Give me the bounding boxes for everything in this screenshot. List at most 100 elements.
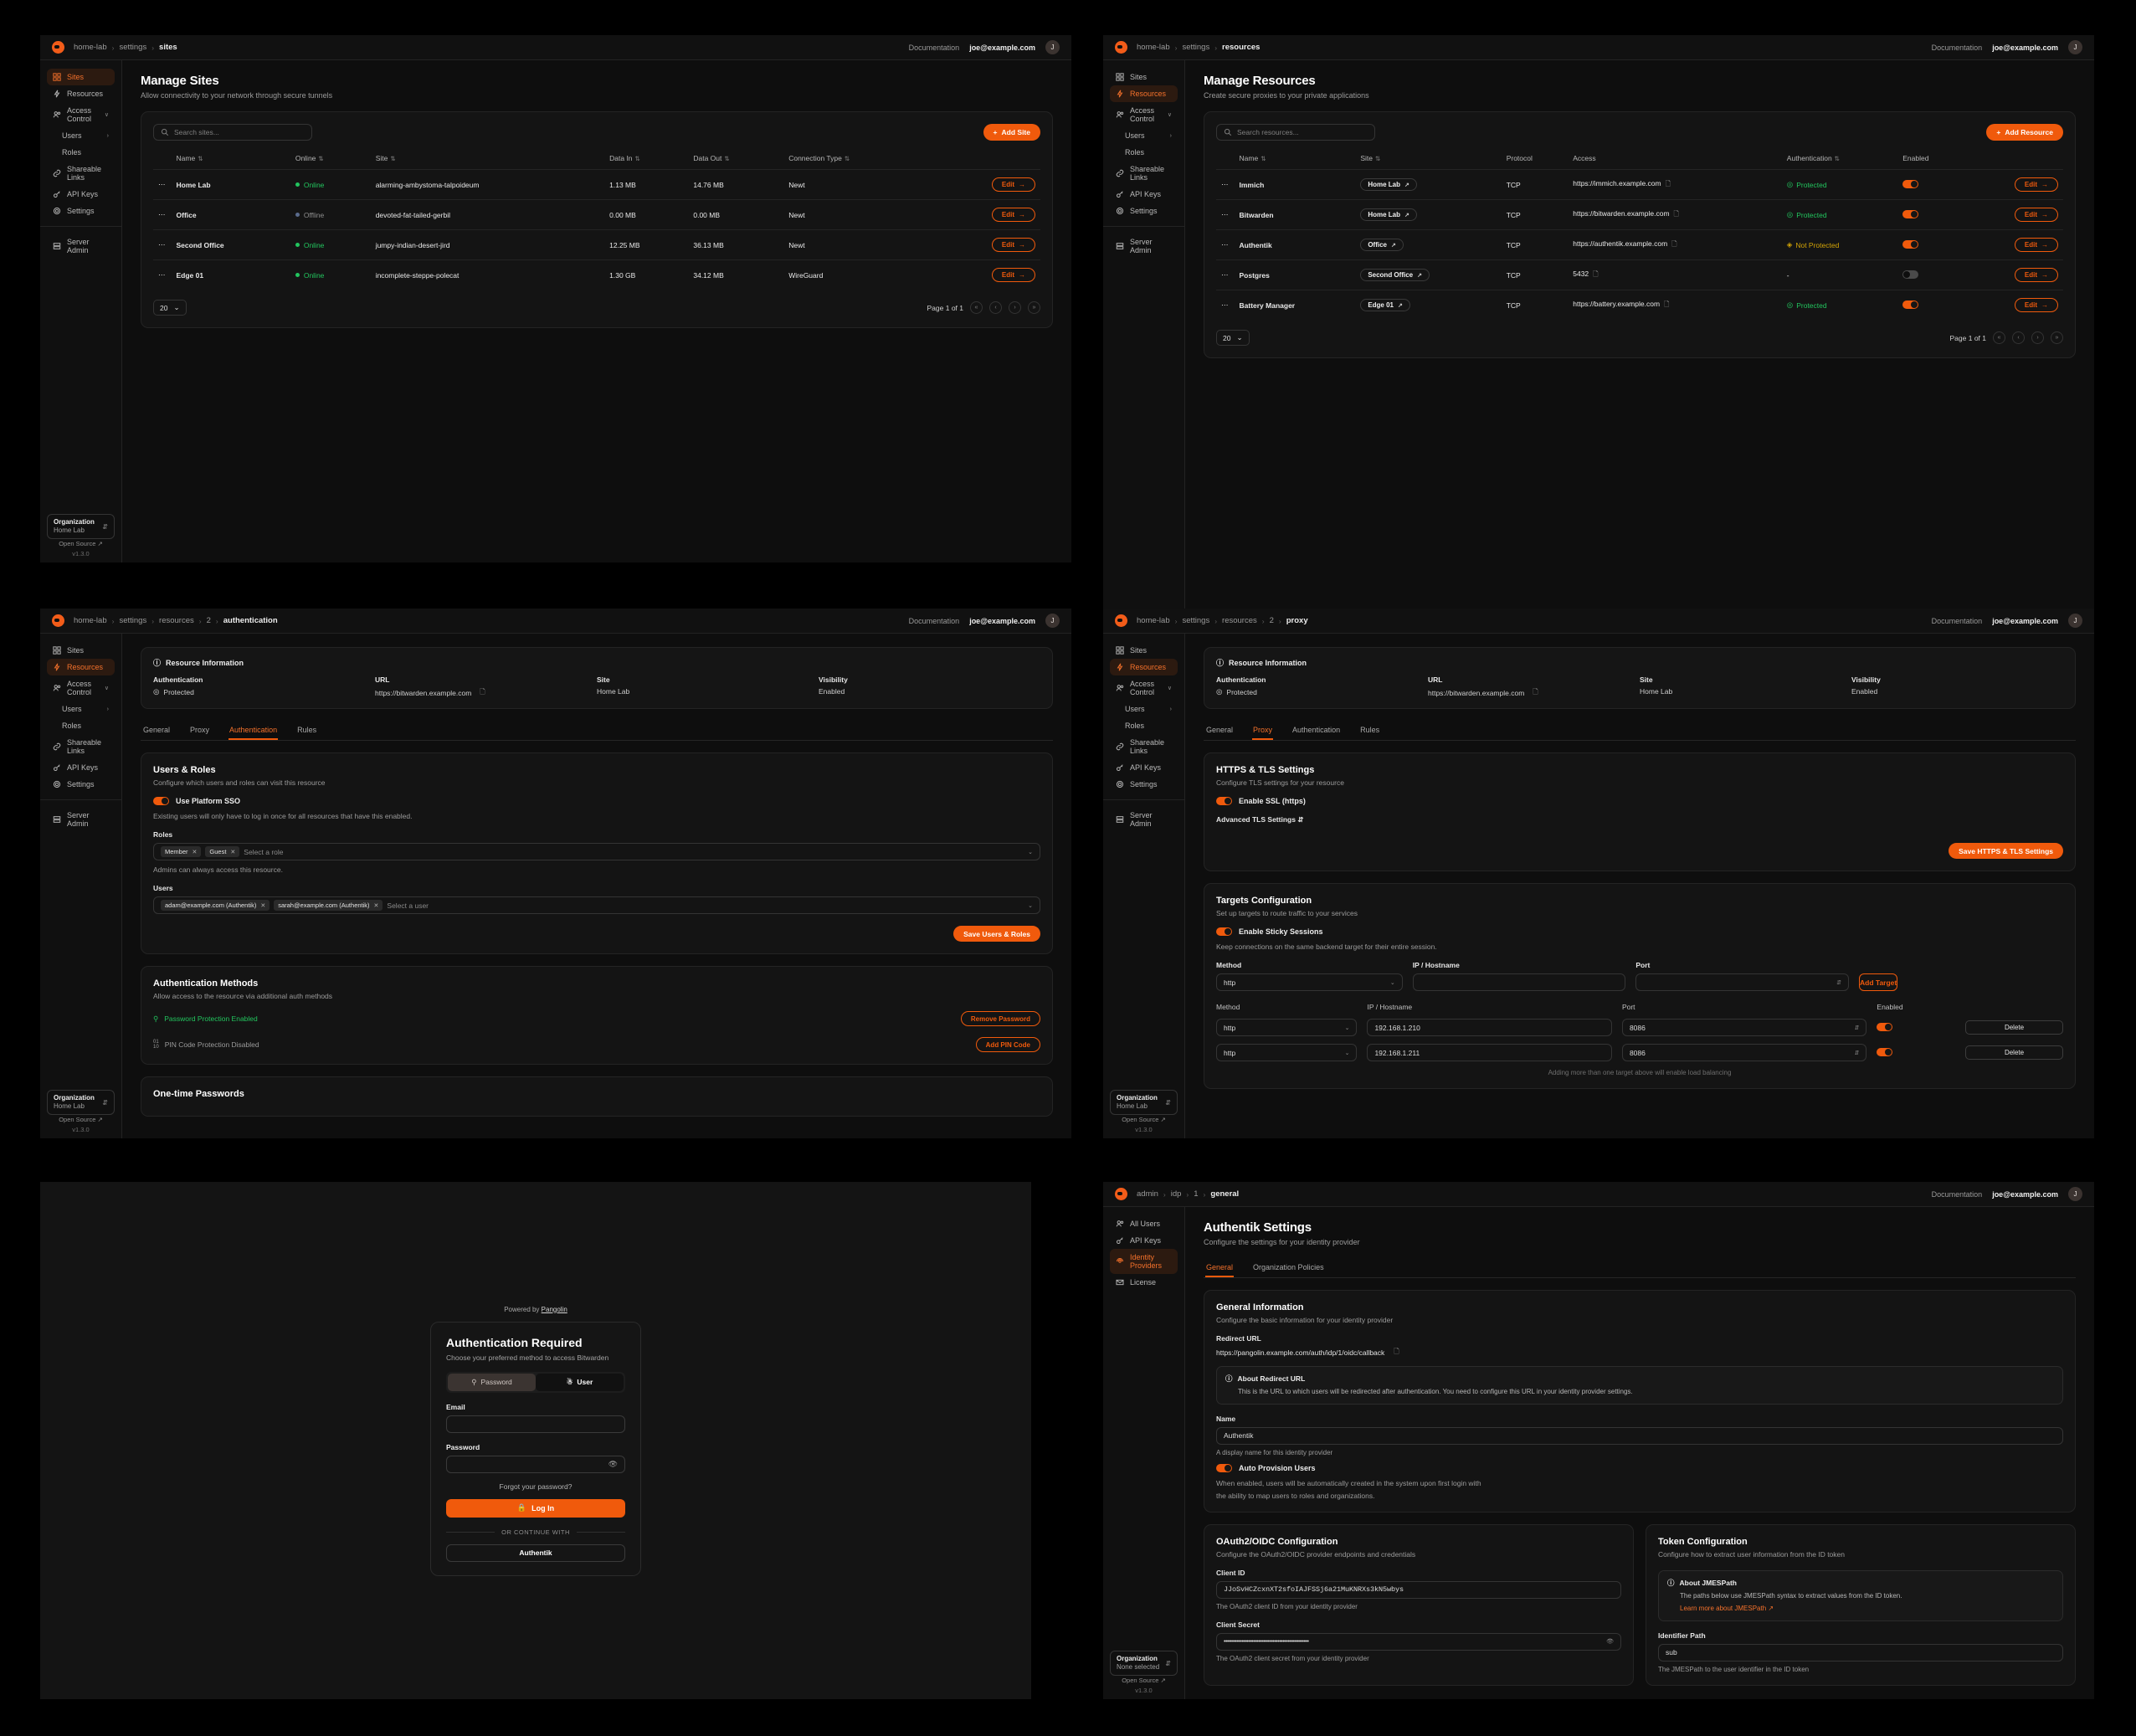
- copy-icon[interactable]: 🗋: [1593, 270, 1599, 278]
- documentation-link[interactable]: Documentation: [1931, 616, 1983, 625]
- pangolin-link[interactable]: Pangolin: [541, 1305, 567, 1313]
- per-page-select[interactable]: 20 ⌄: [1216, 330, 1250, 346]
- breadcrumb-item[interactable]: admin: [1137, 1189, 1158, 1199]
- target-enabled-toggle[interactable]: [1877, 1022, 1893, 1031]
- row-menu-button[interactable]: ⋯: [1216, 290, 1235, 320]
- sidebar-item-server-admin[interactable]: Server Admin: [1110, 234, 1178, 259]
- sidebar-item-sites[interactable]: Sites: [47, 69, 115, 85]
- target-enabled-toggle[interactable]: [1877, 1047, 1893, 1056]
- account-email[interactable]: joe@example.com: [1992, 616, 2058, 625]
- sidebar-item-access-control[interactable]: Access Control ∨: [47, 675, 115, 701]
- sidebar-item-shareable-links[interactable]: Shareable Links: [1110, 734, 1178, 759]
- sidebar-item-all-users[interactable]: All Users: [1110, 1215, 1178, 1232]
- row-menu-button[interactable]: ⋯: [153, 229, 172, 260]
- roles-select[interactable]: Member ✕ Guest ✕ Select a role ⌄: [153, 843, 1040, 860]
- org-switcher[interactable]: Organization Home Lab ⇵: [47, 1090, 115, 1115]
- sidebar-item-settings[interactable]: Settings: [47, 776, 115, 793]
- site-chip[interactable]: Office ↗: [1360, 239, 1404, 251]
- target-method-select[interactable]: http ⌄: [1216, 1019, 1358, 1036]
- enabled-toggle[interactable]: [1902, 300, 1919, 309]
- tab-password[interactable]: ⚲ Password: [448, 1373, 536, 1391]
- row-menu-button[interactable]: ⋯: [1216, 259, 1235, 290]
- sidebar-item-sites[interactable]: Sites: [47, 642, 115, 659]
- last-page-button[interactable]: »: [1028, 301, 1040, 314]
- account-email[interactable]: joe@example.com: [969, 616, 1035, 625]
- password-field[interactable]: 👁: [446, 1455, 625, 1473]
- documentation-link[interactable]: Documentation: [1931, 1189, 1983, 1199]
- tab-rules[interactable]: Rules: [1360, 726, 1380, 734]
- target-host-input[interactable]: 192.168.1.211: [1367, 1044, 1612, 1061]
- tab-authentication[interactable]: Authentication: [1292, 726, 1341, 734]
- breadcrumb-item[interactable]: home-lab: [74, 43, 107, 52]
- edit-button[interactable]: Edit →: [2014, 177, 2058, 192]
- delete-target-button[interactable]: Delete: [1965, 1045, 2063, 1060]
- sidebar-item-settings[interactable]: Settings: [1110, 203, 1178, 219]
- remove-password-button[interactable]: Remove Password: [960, 1011, 1040, 1026]
- sidebar-item-roles[interactable]: Roles: [1110, 144, 1178, 161]
- identifier-path-input[interactable]: sub: [1658, 1643, 2063, 1662]
- client-id-input[interactable]: JJoSvHCZcxnXT2sfoIAJFSSj6a21MuKNRXs3kN5w…: [1216, 1580, 1621, 1599]
- next-page-button[interactable]: ›: [2031, 331, 2044, 344]
- row-menu-button[interactable]: ⋯: [1216, 199, 1235, 230]
- prev-page-button[interactable]: ‹: [989, 301, 1002, 314]
- breadcrumb-item[interactable]: resources: [1222, 616, 1257, 625]
- sidebar-item-settings[interactable]: Settings: [1110, 776, 1178, 793]
- target-host-input[interactable]: 192.168.1.210: [1367, 1019, 1612, 1036]
- users-select[interactable]: adam@example.com (Authentik) ✕ sarah@exam…: [153, 896, 1040, 914]
- save-https-tls-button[interactable]: Save HTTPS & TLS Settings: [1949, 843, 2063, 859]
- sidebar-item-roles[interactable]: Roles: [1110, 717, 1178, 734]
- sidebar-item-users[interactable]: Users ›: [1110, 127, 1178, 144]
- sidebar-item-users[interactable]: Users ›: [47, 701, 115, 717]
- breadcrumb[interactable]: home-lab › settings › resources: [1137, 43, 1260, 52]
- account-email[interactable]: joe@example.com: [969, 43, 1035, 52]
- org-switcher[interactable]: Organization Home Lab ⇵: [47, 514, 115, 539]
- authentik-sso-button[interactable]: Authentik: [446, 1543, 625, 1562]
- breadcrumb-item[interactable]: settings: [119, 616, 147, 625]
- open-source-link[interactable]: Open Source ↗: [59, 1116, 103, 1123]
- tab-rules[interactable]: Rules: [297, 726, 317, 734]
- sidebar-item-resources[interactable]: Resources: [1110, 659, 1178, 675]
- add-pin-code-button[interactable]: Add PIN Code: [975, 1037, 1040, 1052]
- copy-icon[interactable]: 🗋: [480, 688, 485, 696]
- target-method-select[interactable]: http ⌄: [1216, 1044, 1358, 1061]
- account-email[interactable]: joe@example.com: [1992, 1189, 2058, 1199]
- edit-button[interactable]: Edit →: [991, 238, 1035, 252]
- breadcrumb-item[interactable]: settings: [119, 43, 147, 52]
- log-in-button[interactable]: 🔒 Log In: [446, 1498, 625, 1518]
- sidebar-item-shareable-links[interactable]: Shareable Links: [1110, 161, 1178, 186]
- eye-icon[interactable]: 👁: [1606, 1639, 1614, 1646]
- new-host-input[interactable]: [1412, 973, 1626, 991]
- edit-button[interactable]: Edit →: [2014, 298, 2058, 312]
- forgot-password-link[interactable]: Forgot your password?: [499, 1482, 573, 1491]
- col-data-out[interactable]: Data Out ⇅: [693, 154, 730, 162]
- copy-icon[interactable]: 🗋: [1671, 239, 1677, 248]
- breadcrumb-item[interactable]: home-lab: [74, 616, 107, 625]
- edit-button[interactable]: Edit →: [991, 177, 1035, 192]
- sidebar-item-api-keys[interactable]: API Keys: [1110, 759, 1178, 776]
- sidebar-item-access-control[interactable]: Access Control ∨: [1110, 675, 1178, 701]
- col-data-in[interactable]: Data In ⇅: [609, 154, 640, 162]
- breadcrumb[interactable]: home-lab › settings › resources › 2 › pr…: [1137, 616, 1308, 625]
- jmespath-learn-more-link[interactable]: Learn more about JMESPath: [1680, 1605, 1767, 1613]
- col-connection-type[interactable]: Connection Type ⇅: [788, 154, 850, 162]
- target-port-input[interactable]: 8086 ⇵: [1621, 1019, 1867, 1036]
- sidebar-item-api-keys[interactable]: API Keys: [1110, 186, 1178, 203]
- role-chip[interactable]: Guest ✕: [205, 846, 240, 857]
- account-email[interactable]: joe@example.com: [1992, 43, 2058, 52]
- add-target-button[interactable]: Add Target: [1859, 973, 1898, 991]
- col-online[interactable]: Online ⇅: [295, 154, 324, 162]
- row-menu-button[interactable]: ⋯: [1216, 229, 1235, 260]
- col-site[interactable]: Site ⇅: [1360, 154, 1381, 162]
- sidebar-item-resources[interactable]: Resources: [1110, 85, 1178, 102]
- tab-authentication[interactable]: Authentication: [228, 721, 278, 740]
- breadcrumb-item[interactable]: settings: [1182, 616, 1210, 625]
- role-chip[interactable]: Member ✕: [161, 846, 202, 857]
- org-switcher[interactable]: Organization Home Lab ⇵: [1110, 1090, 1178, 1115]
- enabled-toggle[interactable]: [1902, 179, 1919, 188]
- site-chip[interactable]: Second Office ↗: [1360, 269, 1430, 281]
- breadcrumb-item[interactable]: home-lab: [1137, 616, 1170, 625]
- use-platform-sso-toggle[interactable]: [153, 797, 169, 805]
- breadcrumb-item[interactable]: home-lab: [1137, 43, 1170, 52]
- enable-ssl-toggle[interactable]: [1216, 797, 1232, 805]
- row-menu-button[interactable]: ⋯: [153, 169, 172, 200]
